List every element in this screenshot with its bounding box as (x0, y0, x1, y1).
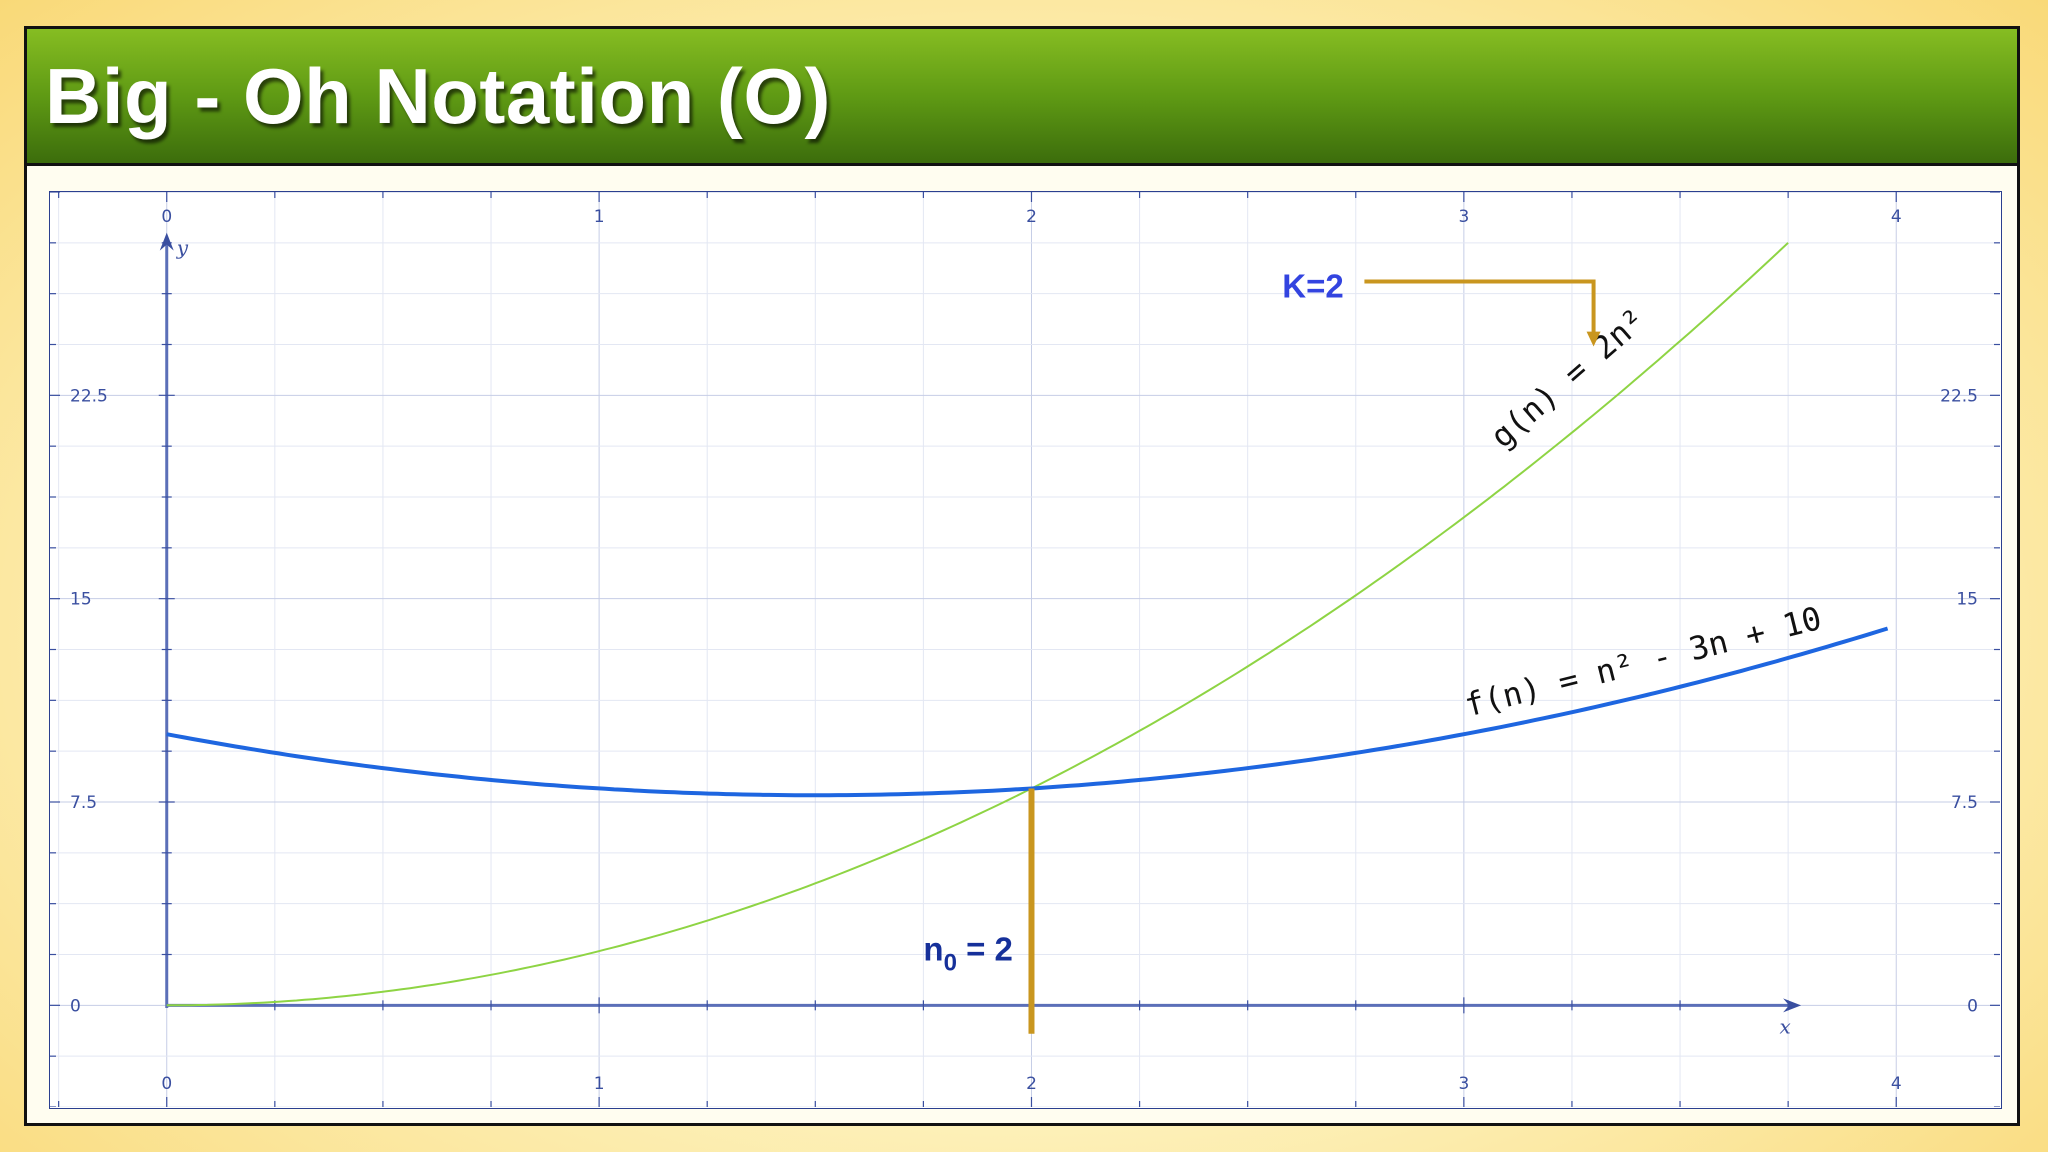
x-tick-label-top: 2 (1026, 207, 1037, 227)
y-axis-arrow (159, 232, 174, 251)
k-arrow-line (1364, 279, 1596, 335)
x-tick-label-top: 0 (161, 207, 172, 227)
x-axis-label: x (1779, 1014, 1790, 1038)
series-g-line (166, 242, 1789, 1007)
slide-title: Big - Oh Notation (O) (45, 52, 832, 140)
x-tick-label-top: 3 (1458, 207, 1469, 227)
x-tick-label-bottom: 4 (1891, 1074, 1902, 1094)
n0-label-value: = 2 (957, 931, 1013, 968)
y-tick-label-left: 7.5 (70, 793, 97, 813)
y-tick-label-left: 22.5 (70, 386, 108, 406)
x-tick-label-top: 4 (1891, 207, 1902, 227)
title-bar: Big - Oh Notation (O) (27, 29, 2017, 166)
plot-area: 0 0 1 1 2 2 3 3 4 4 0 0 7.5 7.5 15 15 22.5 22.5 x y f(n) = n… (49, 191, 2002, 1109)
y-tick-label-right: 22.5 (1940, 386, 1978, 406)
slide-frame: Big - Oh Notation (O) 0 0 1 1 2 2 3 3 4 4 0 0 7.5 7.5… (24, 26, 2020, 1126)
y-tick-label-right: 7.5 (1951, 793, 1978, 813)
y-tick-label-right: 15 (1956, 590, 1978, 610)
x-tick-label-top: 1 (594, 207, 605, 227)
x-tick-label-bottom: 0 (161, 1074, 172, 1094)
series-f-line (166, 626, 1889, 798)
k-arrow-head (1586, 331, 1601, 347)
n0-label: n0 = 2 (923, 931, 1013, 977)
y-tick-label-left: 15 (70, 590, 92, 610)
y-tick-label-right: 0 (1967, 996, 1978, 1016)
series-g-label: g(n) = 2n² (1483, 301, 1653, 456)
x-tick-label-bottom: 2 (1026, 1074, 1037, 1094)
grid-group (50, 192, 2000, 1107)
y-tick-label-left: 0 (70, 996, 81, 1016)
k-label: K=2 (1282, 268, 1343, 305)
n0-label-subscript: 0 (944, 950, 957, 977)
y-axis-label: y (176, 236, 189, 260)
x-tick-label-bottom: 1 (594, 1074, 605, 1094)
x-tick-label-bottom: 3 (1458, 1074, 1469, 1094)
n0-label-n: n (923, 931, 943, 968)
